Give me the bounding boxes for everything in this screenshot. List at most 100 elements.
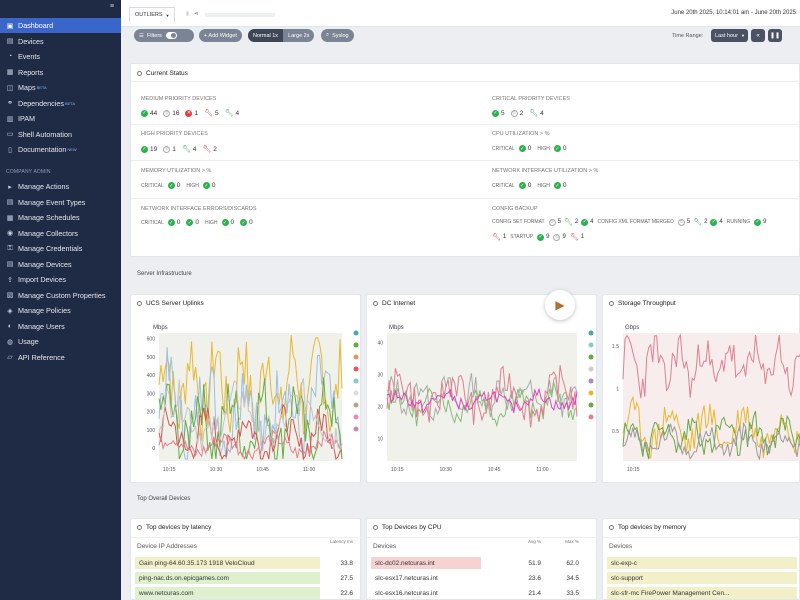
sidebar-item-api-reference[interactable]: ▱ API Reference bbox=[0, 350, 121, 365]
sidebar-item-manage-policies[interactable]: ◈ Manage Policies bbox=[0, 303, 121, 318]
config-backup-counts[interactable]: CONFIG SET FORMAT ⦸ 5 🔧︎ 2 ✓ 4 CONFIG XML F… bbox=[492, 218, 772, 226]
sidebar-item-maps[interactable]: ◫ Maps BETA bbox=[0, 80, 121, 95]
ok-count: 4 bbox=[719, 219, 723, 225]
sidebar-item-import-devices[interactable]: ⇪ Import Devices bbox=[0, 272, 121, 287]
memory-utilization-counts[interactable]: CRITICAL ✓ 0 HIGH ✓ 0 bbox=[141, 182, 222, 189]
legend-dot[interactable] bbox=[353, 342, 359, 348]
legend-dot[interactable] bbox=[588, 342, 594, 348]
time-range-value: Last hour bbox=[715, 32, 738, 39]
ucs-uplinks-chart[interactable]: 600 500 400 300 200 100 0 10:15 10:30 10:45 11:00 bbox=[131, 295, 362, 484]
sidebar-item-manage-event-types[interactable]: ▤ Manage Event Types bbox=[0, 195, 121, 210]
medium-priority-counts[interactable]: ✓ 44 ⦸ 16 ✕ 1 🔧︎ 5 🔧︎ 4 bbox=[141, 109, 245, 117]
column-header[interactable]: Max % bbox=[565, 539, 579, 544]
sidebar-item-reports[interactable]: ▦ Reports bbox=[0, 65, 121, 80]
legend-dot[interactable] bbox=[353, 426, 359, 432]
table-row[interactable]: slc-exp-c bbox=[607, 557, 797, 569]
add-widget-button[interactable]: + Add Widget bbox=[199, 29, 242, 42]
ok-check-icon: ✓ bbox=[240, 219, 248, 226]
legend-dot[interactable] bbox=[353, 378, 359, 384]
sidebar-item-manage-schedules[interactable]: ▦ Manage Schedules bbox=[0, 210, 121, 225]
current-status-label: Current Status bbox=[146, 70, 188, 77]
column-header[interactable]: Avg % bbox=[528, 539, 541, 544]
time-range-select[interactable]: Last hour ▼ bbox=[711, 29, 748, 42]
syslog-button[interactable]: ⌕ Syslog bbox=[321, 29, 354, 42]
legend-dot[interactable] bbox=[353, 330, 359, 336]
device-name: slc-sfr-mc FirePower Management Cen... bbox=[607, 587, 797, 599]
sidebar-item-shell-automation[interactable]: ▭ Shell Automation bbox=[0, 127, 121, 142]
column-header[interactable]: Latency ms bbox=[329, 539, 353, 544]
column-header[interactable]: Devices bbox=[373, 543, 397, 550]
legend-dot[interactable] bbox=[353, 390, 359, 396]
filters-toggle[interactable] bbox=[165, 32, 177, 39]
sidebar-item-ipam[interactable]: ▥ IPAM bbox=[0, 111, 121, 126]
legend-dot[interactable] bbox=[353, 402, 359, 408]
high-priority-counts[interactable]: ✓ 19 ⦸ 1 🔧︎ 4 🔧︎ 2 bbox=[141, 145, 223, 153]
y-tick-label: 0 bbox=[152, 446, 155, 452]
sidebar-item-manage-actions[interactable]: ▸ Manage Actions bbox=[0, 179, 121, 194]
legend-dot[interactable] bbox=[588, 378, 594, 384]
nic-utilization-counts[interactable]: CRITICAL ✓ 0 HIGH ✓ 0 bbox=[492, 182, 573, 189]
table-row[interactable]: www.netcuras.com 22.6 bbox=[135, 587, 357, 599]
legend-dot[interactable] bbox=[588, 366, 594, 372]
dc-internet-chart[interactable]: 40 30 20 10 10:15 10:30 10:45 11:00 bbox=[367, 295, 598, 484]
latency-card: Top devices by latency Device IP Address… bbox=[130, 518, 362, 600]
current-status-card: Current Status MEDIUM PRIORITY DEVICES ✓… bbox=[130, 63, 800, 257]
sidebar-item-documentation[interactable]: ▯ Documentation NEW bbox=[0, 142, 121, 157]
ucs-uplinks-chart-card: UCS Server Uplinks Mbps 600 500 400 300 200 1… bbox=[130, 294, 361, 483]
share-icon[interactable]: ⋖ bbox=[194, 11, 199, 17]
sidebar-item-manage-devices[interactable]: ▤ Manage Devices bbox=[0, 257, 121, 272]
tab-dropdown-icon[interactable]: ▼ bbox=[165, 12, 170, 18]
storage-throughput-chart[interactable]: 1.5 1 0.5 10:15 bbox=[603, 295, 800, 484]
legend-dot[interactable] bbox=[353, 354, 359, 360]
legend-dot[interactable] bbox=[588, 354, 594, 360]
ok-check-icon: ✓ bbox=[581, 218, 589, 226]
tab-pin-icon[interactable]: ▮ bbox=[186, 11, 190, 17]
legend-dot[interactable] bbox=[588, 402, 594, 408]
large-size-button[interactable]: Large 2x bbox=[288, 32, 310, 39]
table-row[interactable]: slc-support bbox=[607, 572, 797, 584]
config-backup-counts-2[interactable]: 🔧︎ 1 STARTUP ✓ 9 ⦸ 9 🔧︎ 1 bbox=[492, 233, 590, 241]
play-video-button[interactable]: ▶ bbox=[545, 290, 575, 320]
table-row[interactable]: Gain ping-64.60.35.173 1918 VeloCloud 33.… bbox=[135, 557, 357, 569]
badge: BETA bbox=[64, 100, 76, 106]
sidebar-item-devices[interactable]: ▤ Devices bbox=[0, 34, 121, 49]
sidebar-item-manage-users[interactable]: ◐ Manage Users bbox=[0, 319, 121, 334]
collapse-sidebar-icon[interactable]: ≡ bbox=[110, 3, 115, 10]
sidebar-item-events[interactable]: ◔ Events bbox=[0, 49, 121, 64]
sidebar-item-dashboard[interactable]: ▣ Dashboard bbox=[0, 18, 121, 33]
normal-size-button[interactable]: Normal 1x bbox=[248, 29, 284, 42]
legend-dot[interactable] bbox=[353, 366, 359, 372]
legend-dot[interactable] bbox=[588, 414, 594, 420]
y-tick-label: 20 bbox=[377, 405, 383, 411]
pause-icon[interactable]: ❚❚ bbox=[768, 29, 782, 42]
usage-icon: ◍ bbox=[6, 338, 14, 346]
table-row[interactable]: slc-dc02.netcuras.int 51.9 62.0 bbox=[371, 557, 593, 569]
device-name: slc-exp-c bbox=[607, 557, 797, 569]
cpu-utilization-counts[interactable]: CRITICAL ✓ 0 HIGH ✓ 0 bbox=[492, 145, 573, 152]
sidebar-item-usage[interactable]: ◍ Usage bbox=[0, 334, 121, 349]
nic-errors-counts[interactable]: CRITICAL ✓ 0 ✓ 0 HIGH ✓ 0 ✓ 0 bbox=[141, 219, 259, 226]
legend-dot[interactable] bbox=[353, 414, 359, 420]
series-line bbox=[386, 382, 578, 428]
legend-dot[interactable] bbox=[588, 390, 594, 396]
table-row[interactable]: slc-sfr-mc FirePower Management Cen... bbox=[607, 587, 797, 599]
table-row[interactable]: ping-nac.ds.on.epicgames.com 27.5 bbox=[135, 572, 357, 584]
y-tick-label: 1.5 bbox=[612, 344, 619, 350]
column-header[interactable]: Device IP Addresses bbox=[137, 543, 197, 550]
sidebar-item-manage-credentials[interactable]: ⚿ Manage Credentials bbox=[0, 241, 121, 256]
sidebar-item-manage-collectors[interactable]: ◉ Manage Collectors bbox=[0, 226, 121, 241]
column-header[interactable]: Devices bbox=[609, 543, 633, 550]
sidebar-item-manage-custom-properties[interactable]: ▧ Manage Custom Properties bbox=[0, 288, 121, 303]
critical-priority-counts[interactable]: ✓ 5 ⦸ 2 🔧︎ 4 bbox=[492, 109, 550, 117]
cpu-card: Top Devices by CPU Devices Avg % Max % s… bbox=[366, 518, 598, 600]
table-row[interactable]: slc-esx17.netcuras.int 23.6 34.5 bbox=[371, 572, 593, 584]
table-row[interactable]: slc-esx16.netcuras.int 21.4 33.5 bbox=[371, 587, 593, 599]
rewind-icon[interactable]: « bbox=[751, 29, 765, 42]
main-content: OUTLIERS ▼ ▮ ⋖ June 20th 2025, 10:14:01 … bbox=[121, 0, 800, 600]
sidebar-item-label: Reports bbox=[18, 67, 44, 77]
error-count: 1 bbox=[194, 109, 199, 117]
filters-button[interactable]: ☰ Filters bbox=[134, 29, 194, 42]
sidebar-item-dependencies[interactable]: ⚭ Dependencies BETA bbox=[0, 96, 121, 111]
dashboard-tab[interactable]: OUTLIERS ▼ bbox=[129, 7, 176, 22]
legend-dot[interactable] bbox=[588, 330, 594, 336]
